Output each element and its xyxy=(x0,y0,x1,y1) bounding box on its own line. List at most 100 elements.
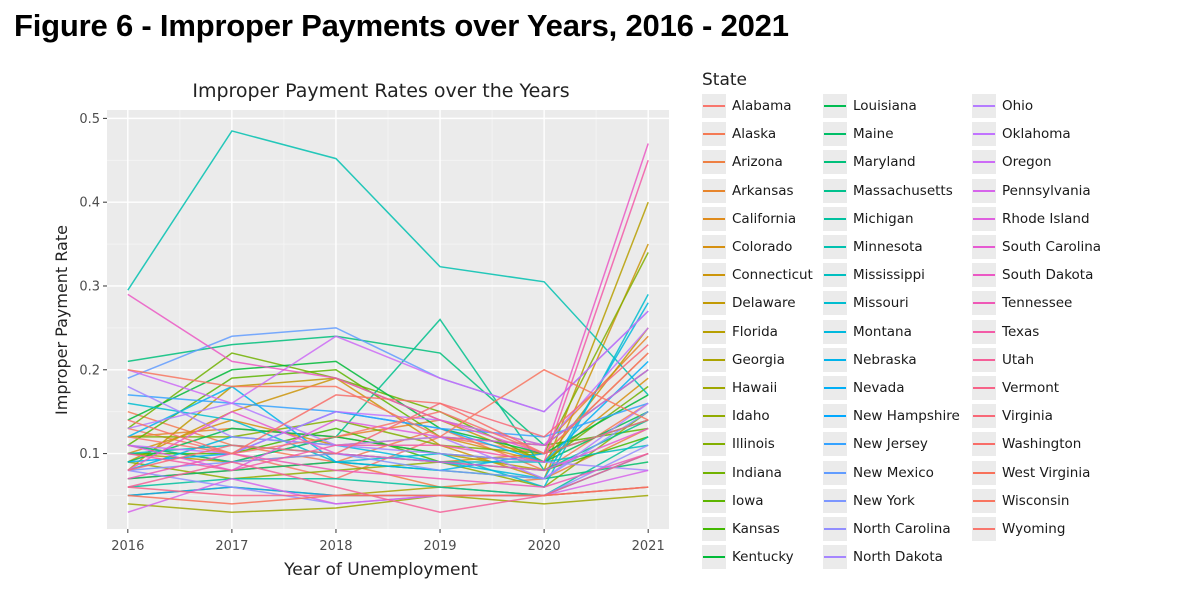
legend-key xyxy=(702,404,726,429)
legend-swatch xyxy=(824,443,846,446)
legend-key xyxy=(972,404,996,429)
legend-item: Virginia xyxy=(972,402,1101,430)
legend-swatch xyxy=(824,274,846,277)
legend-label: Pennsylvania xyxy=(1002,182,1091,199)
y-tick-label: 0.4 xyxy=(79,196,100,211)
legend-key xyxy=(823,432,847,457)
series-line-new-york xyxy=(127,411,649,480)
legend-swatch xyxy=(703,189,725,192)
legend-swatch xyxy=(824,527,846,530)
legend-label: Arizona xyxy=(732,154,783,171)
legend-item: Nebraska xyxy=(823,346,960,374)
legend-key xyxy=(972,178,996,203)
legend-key xyxy=(702,432,726,457)
legend-swatch xyxy=(824,105,846,108)
y-tick-label: 0.2 xyxy=(79,363,100,378)
legend-item: Minnesota xyxy=(823,233,960,261)
legend-label: Mississippi xyxy=(853,267,925,284)
legend-label: Hawaii xyxy=(732,379,778,396)
legend-label: Nevada xyxy=(853,379,905,396)
legend-label: Connecticut xyxy=(732,267,813,284)
legend-label: Georgia xyxy=(732,351,785,368)
legend-key xyxy=(972,150,996,175)
legend-key xyxy=(702,319,726,344)
legend-item: Oregon xyxy=(972,148,1101,176)
x-axis-label: Year of Unemployment xyxy=(283,560,478,580)
legend-item: North Carolina xyxy=(823,515,960,543)
legend-label: Minnesota xyxy=(853,239,923,256)
legend-swatch xyxy=(973,274,995,277)
legend-key xyxy=(972,375,996,400)
x-axis-ticks: 2016 2017 2018 2019 2020 2021 xyxy=(111,529,665,554)
legend-swatch xyxy=(973,415,995,418)
legend-swatch xyxy=(703,302,725,305)
legend-label: South Carolina xyxy=(1002,239,1102,256)
legend-key xyxy=(972,488,996,513)
legend-key xyxy=(823,545,847,570)
legend-swatch xyxy=(703,415,725,418)
legend-key xyxy=(972,460,996,485)
legend-label: Oregon xyxy=(1002,154,1052,171)
legend-item: Maryland xyxy=(823,148,960,176)
legend-swatch xyxy=(973,105,995,108)
series-line-massachusetts xyxy=(127,318,649,472)
legend-item: Iowa xyxy=(702,487,813,515)
legend-item: Illinois xyxy=(702,430,813,458)
legend-item: Arkansas xyxy=(702,177,813,205)
legend-label: Texas xyxy=(1002,323,1040,340)
legend-key xyxy=(702,516,726,541)
legend-item: Rhode Island xyxy=(972,205,1101,233)
legend-key xyxy=(823,516,847,541)
legend-key xyxy=(823,206,847,231)
series-line-illinois xyxy=(127,252,649,455)
legend-key xyxy=(702,235,726,260)
series-line-oklahoma xyxy=(127,327,649,455)
legend-key xyxy=(823,178,847,203)
legend-label: South Dakota xyxy=(1002,267,1094,284)
legend-item: Alabama xyxy=(702,92,813,120)
legend-swatch xyxy=(703,443,725,446)
legend-swatch xyxy=(973,217,995,220)
legend-swatch xyxy=(703,556,725,559)
legend-swatch xyxy=(824,358,846,361)
legend-key xyxy=(972,122,996,147)
legend-key xyxy=(823,375,847,400)
legend-key xyxy=(823,404,847,429)
legend-key xyxy=(702,545,726,570)
legend-swatch xyxy=(973,302,995,305)
series-line-new-jersey xyxy=(127,394,649,438)
legend-key xyxy=(702,291,726,316)
legend-item: Mississippi xyxy=(823,261,960,289)
legend-label: Wyoming xyxy=(1002,520,1066,537)
legend-label: Delaware xyxy=(732,295,796,312)
legend-item: Wisconsin xyxy=(972,487,1101,515)
y-tick-label: 0.3 xyxy=(79,279,100,294)
legend-label: California xyxy=(732,210,797,227)
legend-key xyxy=(702,263,726,288)
legend-item: Delaware xyxy=(702,289,813,317)
series-line-south-carolina xyxy=(127,410,649,472)
legend-label: Oklahoma xyxy=(1002,126,1071,143)
legend-key xyxy=(823,150,847,175)
legend-label: Washington xyxy=(1002,436,1082,453)
legend-item: Indiana xyxy=(702,458,813,486)
legend-label: Wisconsin xyxy=(1002,492,1070,509)
legend-item: Hawaii xyxy=(702,374,813,402)
legend-item: Georgia xyxy=(702,346,813,374)
legend-column: Alabama Alaska Arizona Arkansas California Co… xyxy=(702,92,813,571)
legend-item: Idaho xyxy=(702,402,813,430)
legend-label: Maine xyxy=(853,126,894,143)
x-tick-label: 2021 xyxy=(632,539,665,554)
series-line-texas xyxy=(127,160,649,472)
legend-item: Michigan xyxy=(823,205,960,233)
legend-label: Iowa xyxy=(732,492,764,509)
figure-title: Figure 6 - Improper Payments over Years,… xyxy=(14,8,789,43)
series-line-iowa xyxy=(127,369,649,446)
legend-key xyxy=(702,206,726,231)
legend-swatch xyxy=(824,556,846,559)
legend-key xyxy=(823,460,847,485)
legend-item: Vermont xyxy=(972,374,1101,402)
legend-key xyxy=(972,432,996,457)
y-tick-label: 0.5 xyxy=(79,112,100,127)
